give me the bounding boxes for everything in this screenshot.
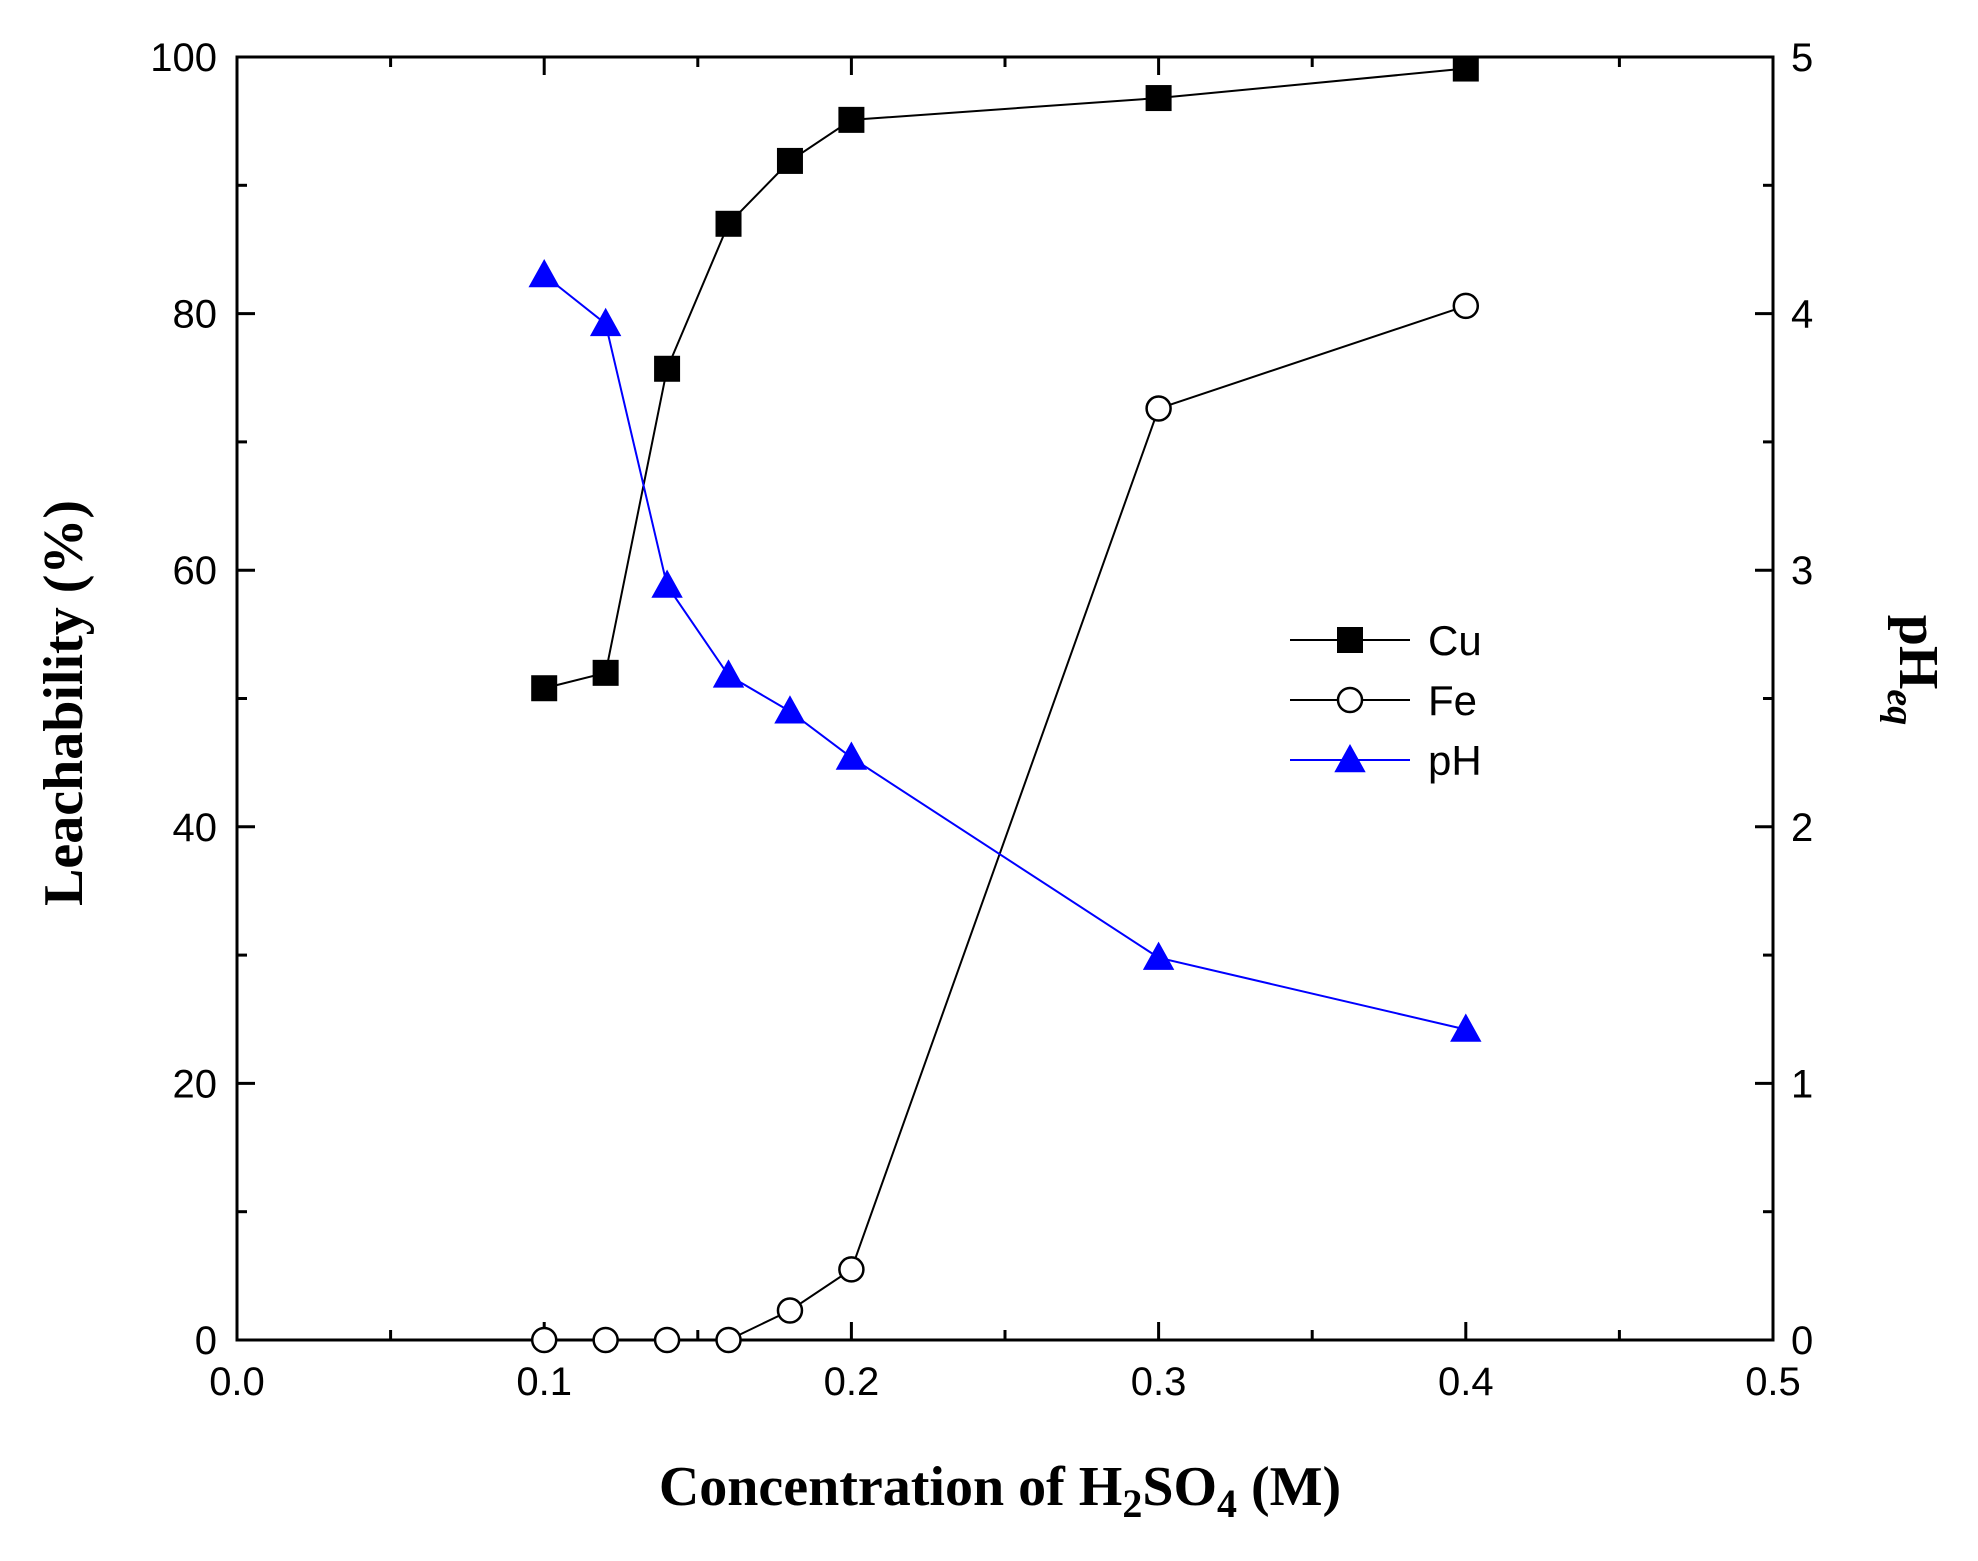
data-point-fe (592, 1326, 619, 1354)
y2-tick-label: 0 (1791, 1319, 1813, 1363)
x-tick-label: 0.1 (516, 1360, 572, 1404)
y-axis-title: Leachability (%) (33, 500, 95, 906)
legend: Cu Fe pH (1290, 617, 1482, 784)
data-point-cu (654, 355, 681, 382)
y2-axis-title-main: pH (1887, 615, 1949, 690)
legend-marker-ph (1334, 743, 1366, 773)
data-point-cu (838, 106, 865, 133)
data-point-fe (530, 1326, 558, 1354)
y2-axis-title: pHeq (1879, 615, 1949, 726)
x-axis-title-sub1: 2 (1122, 1481, 1142, 1526)
data-point-ph (528, 259, 560, 288)
data-point-ph (651, 569, 683, 598)
series-line-fe (544, 304, 1467, 1341)
x-tick-label: 0.4 (1438, 1360, 1494, 1404)
legend-marker-fe (1336, 686, 1364, 714)
data-point-ph (712, 659, 745, 688)
plot-frame (235, 55, 1775, 1342)
data-point-cu (1452, 55, 1479, 82)
data-point-cu (715, 210, 742, 237)
series-line-ph (543, 274, 1467, 1031)
data-point-fe (653, 1326, 681, 1354)
y-tick-label: 100 (150, 36, 217, 80)
data-point-fe (838, 1256, 865, 1283)
y-tick-label: 80 (173, 293, 218, 337)
x-axis-title: Concentration of H2SO4 (M) (659, 1456, 1341, 1526)
data-point-cu (531, 675, 558, 702)
data-point-ph (589, 307, 622, 337)
y-tick-label: 60 (173, 549, 218, 593)
y-tick-label: 0 (195, 1319, 217, 1363)
series-line-cu (543, 67, 1466, 690)
y2-tick-label: 3 (1791, 549, 1813, 593)
x-tick-label: 0.5 (1745, 1360, 1801, 1404)
x-axis-title-prefix: Concentration of H (659, 1456, 1123, 1518)
data-point-ph (1142, 941, 1175, 970)
legend-label-cu: Cu (1428, 617, 1482, 664)
data-point-fe (776, 1297, 804, 1324)
y2-tick-label: 5 (1791, 36, 1813, 80)
x-tick-label: 0.0 (209, 1360, 265, 1404)
legend-marker-cu (1337, 627, 1363, 653)
y2-axis-title-sub: eq (1879, 689, 1921, 725)
y-tick-label: 40 (173, 806, 218, 850)
data-point-cu (592, 659, 619, 686)
y2-tick-label: 1 (1791, 1062, 1813, 1106)
x-axis-title-suffix: (M) (1237, 1456, 1341, 1518)
legend-label-fe: Fe (1428, 677, 1477, 724)
data-point-ph (835, 741, 868, 770)
data-point-cu (1145, 85, 1172, 112)
legend-label-ph: pH (1428, 737, 1482, 784)
data-point-fe (1145, 395, 1172, 422)
y2-tick-label: 2 (1791, 806, 1813, 850)
data-point-cu (776, 147, 803, 174)
x-tick-label: 0.3 (1131, 1360, 1187, 1404)
series-group (528, 55, 1482, 1354)
x-tick-label: 0.2 (824, 1360, 880, 1404)
data-point-ph (1450, 1013, 1482, 1042)
x-axis-title-mid: SO (1142, 1456, 1217, 1518)
x-axis-title-sub2: 4 (1217, 1481, 1237, 1526)
data-point-fe (715, 1326, 742, 1354)
data-point-fe (1452, 292, 1480, 320)
data-point-ph (774, 695, 806, 724)
y-tick-label: 20 (173, 1062, 218, 1106)
y2-tick-label: 4 (1791, 293, 1813, 337)
